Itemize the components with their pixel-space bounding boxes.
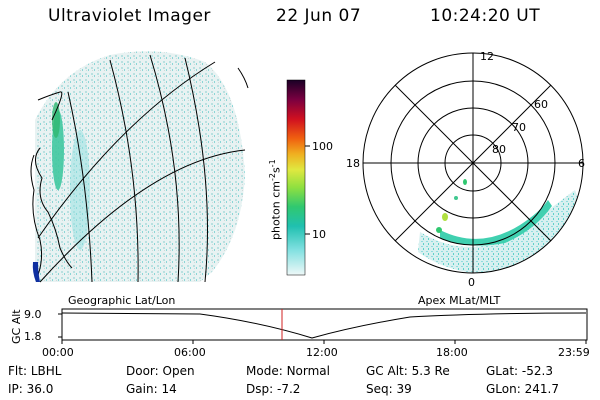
lat-label-60: 60 <box>534 98 548 111</box>
lat-label-80: 80 <box>492 143 506 156</box>
mlt-label-12: 12 <box>480 50 494 63</box>
x-tick-1200: 12:00 <box>306 346 338 359</box>
geographic-label: Geographic Lat/Lon <box>68 294 176 307</box>
lat-label-70: 70 <box>512 121 526 134</box>
x-tick-2359: 23:59 <box>558 346 590 359</box>
footer-gain: Gain: 14 <box>126 382 177 396</box>
footer-gc-alt: GC Alt: 5.3 Re <box>366 364 450 378</box>
time-label: 10:24:20 UT <box>430 6 541 26</box>
footer-glon: GLon: 241.7 <box>486 382 559 396</box>
footer-mode: Mode: Normal <box>246 364 330 378</box>
alt-tick-9: 9.0 <box>24 308 42 321</box>
mlt-label-6: 6 <box>578 157 585 170</box>
x-tick-0000: 00:00 <box>42 346 74 359</box>
footer-ip: IP: 36.0 <box>8 382 54 396</box>
date-label: 22 Jun 07 <box>276 6 362 26</box>
colorbar-tick-10: 10 <box>312 228 326 241</box>
x-tick-0600: 06:00 <box>174 346 206 359</box>
alt-tick-1-8: 1.8 <box>24 330 42 343</box>
mlt-label-18: 18 <box>346 157 360 170</box>
footer-door: Door: Open <box>126 364 195 378</box>
colorbar-tick-100: 100 <box>312 140 333 153</box>
instrument-title: Ultraviolet Imager <box>48 6 211 26</box>
footer-dsp: Dsp: -7.2 <box>246 382 301 396</box>
blue-marker-icon <box>32 262 40 282</box>
footer-flt: Flt: LBHL <box>8 364 62 378</box>
x-tick-1800: 18:00 <box>436 346 468 359</box>
footer-seq: Seq: 39 <box>366 382 412 396</box>
mlt-label-0: 0 <box>468 276 475 289</box>
apex-label: Apex MLat/MLT <box>418 294 501 307</box>
footer-glat: GLat: -52.3 <box>486 364 553 378</box>
